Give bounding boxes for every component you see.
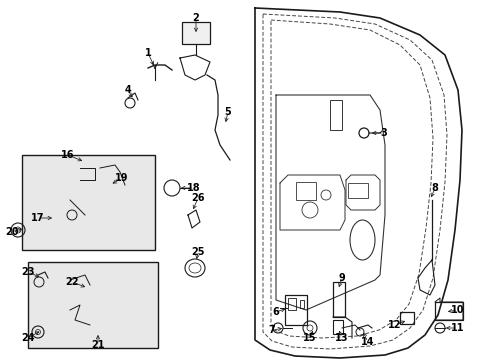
Bar [285,295,307,325]
Text: 22: 22 [65,277,79,287]
Text: 18: 18 [187,183,201,193]
Text: 20: 20 [5,227,19,237]
Text: 11: 11 [451,323,465,333]
Text: 7: 7 [269,325,275,335]
Bar [288,298,296,310]
Text: 19: 19 [115,173,129,183]
Text: 13: 13 [335,333,349,343]
Text: 4: 4 [124,85,131,95]
Bar [182,22,210,44]
Text: 10: 10 [451,305,465,315]
Text: 14: 14 [361,337,375,347]
Text: 3: 3 [381,128,388,138]
Bar [333,320,343,334]
Text: 6: 6 [272,307,279,317]
Text: 16: 16 [61,150,75,160]
Text: 23: 23 [21,267,35,277]
Text: 24: 24 [21,333,35,343]
Bar [435,302,463,320]
Bar [330,100,342,130]
Text: 5: 5 [224,107,231,117]
Text: 8: 8 [432,183,439,193]
Text: 25: 25 [191,247,205,257]
Text: 12: 12 [388,320,402,330]
Text: 17: 17 [31,213,45,223]
Text: 2: 2 [193,13,199,23]
FancyBboxPatch shape [28,262,158,348]
Bar [400,312,414,324]
Text: 26: 26 [191,193,205,203]
Text: 9: 9 [339,273,345,283]
Bar [333,282,345,317]
Text: 21: 21 [91,340,105,350]
Bar [296,182,316,200]
Text: 1: 1 [145,48,151,58]
Text: 15: 15 [303,333,317,343]
Bar [348,183,368,198]
FancyBboxPatch shape [22,155,155,250]
Bar [300,300,304,308]
